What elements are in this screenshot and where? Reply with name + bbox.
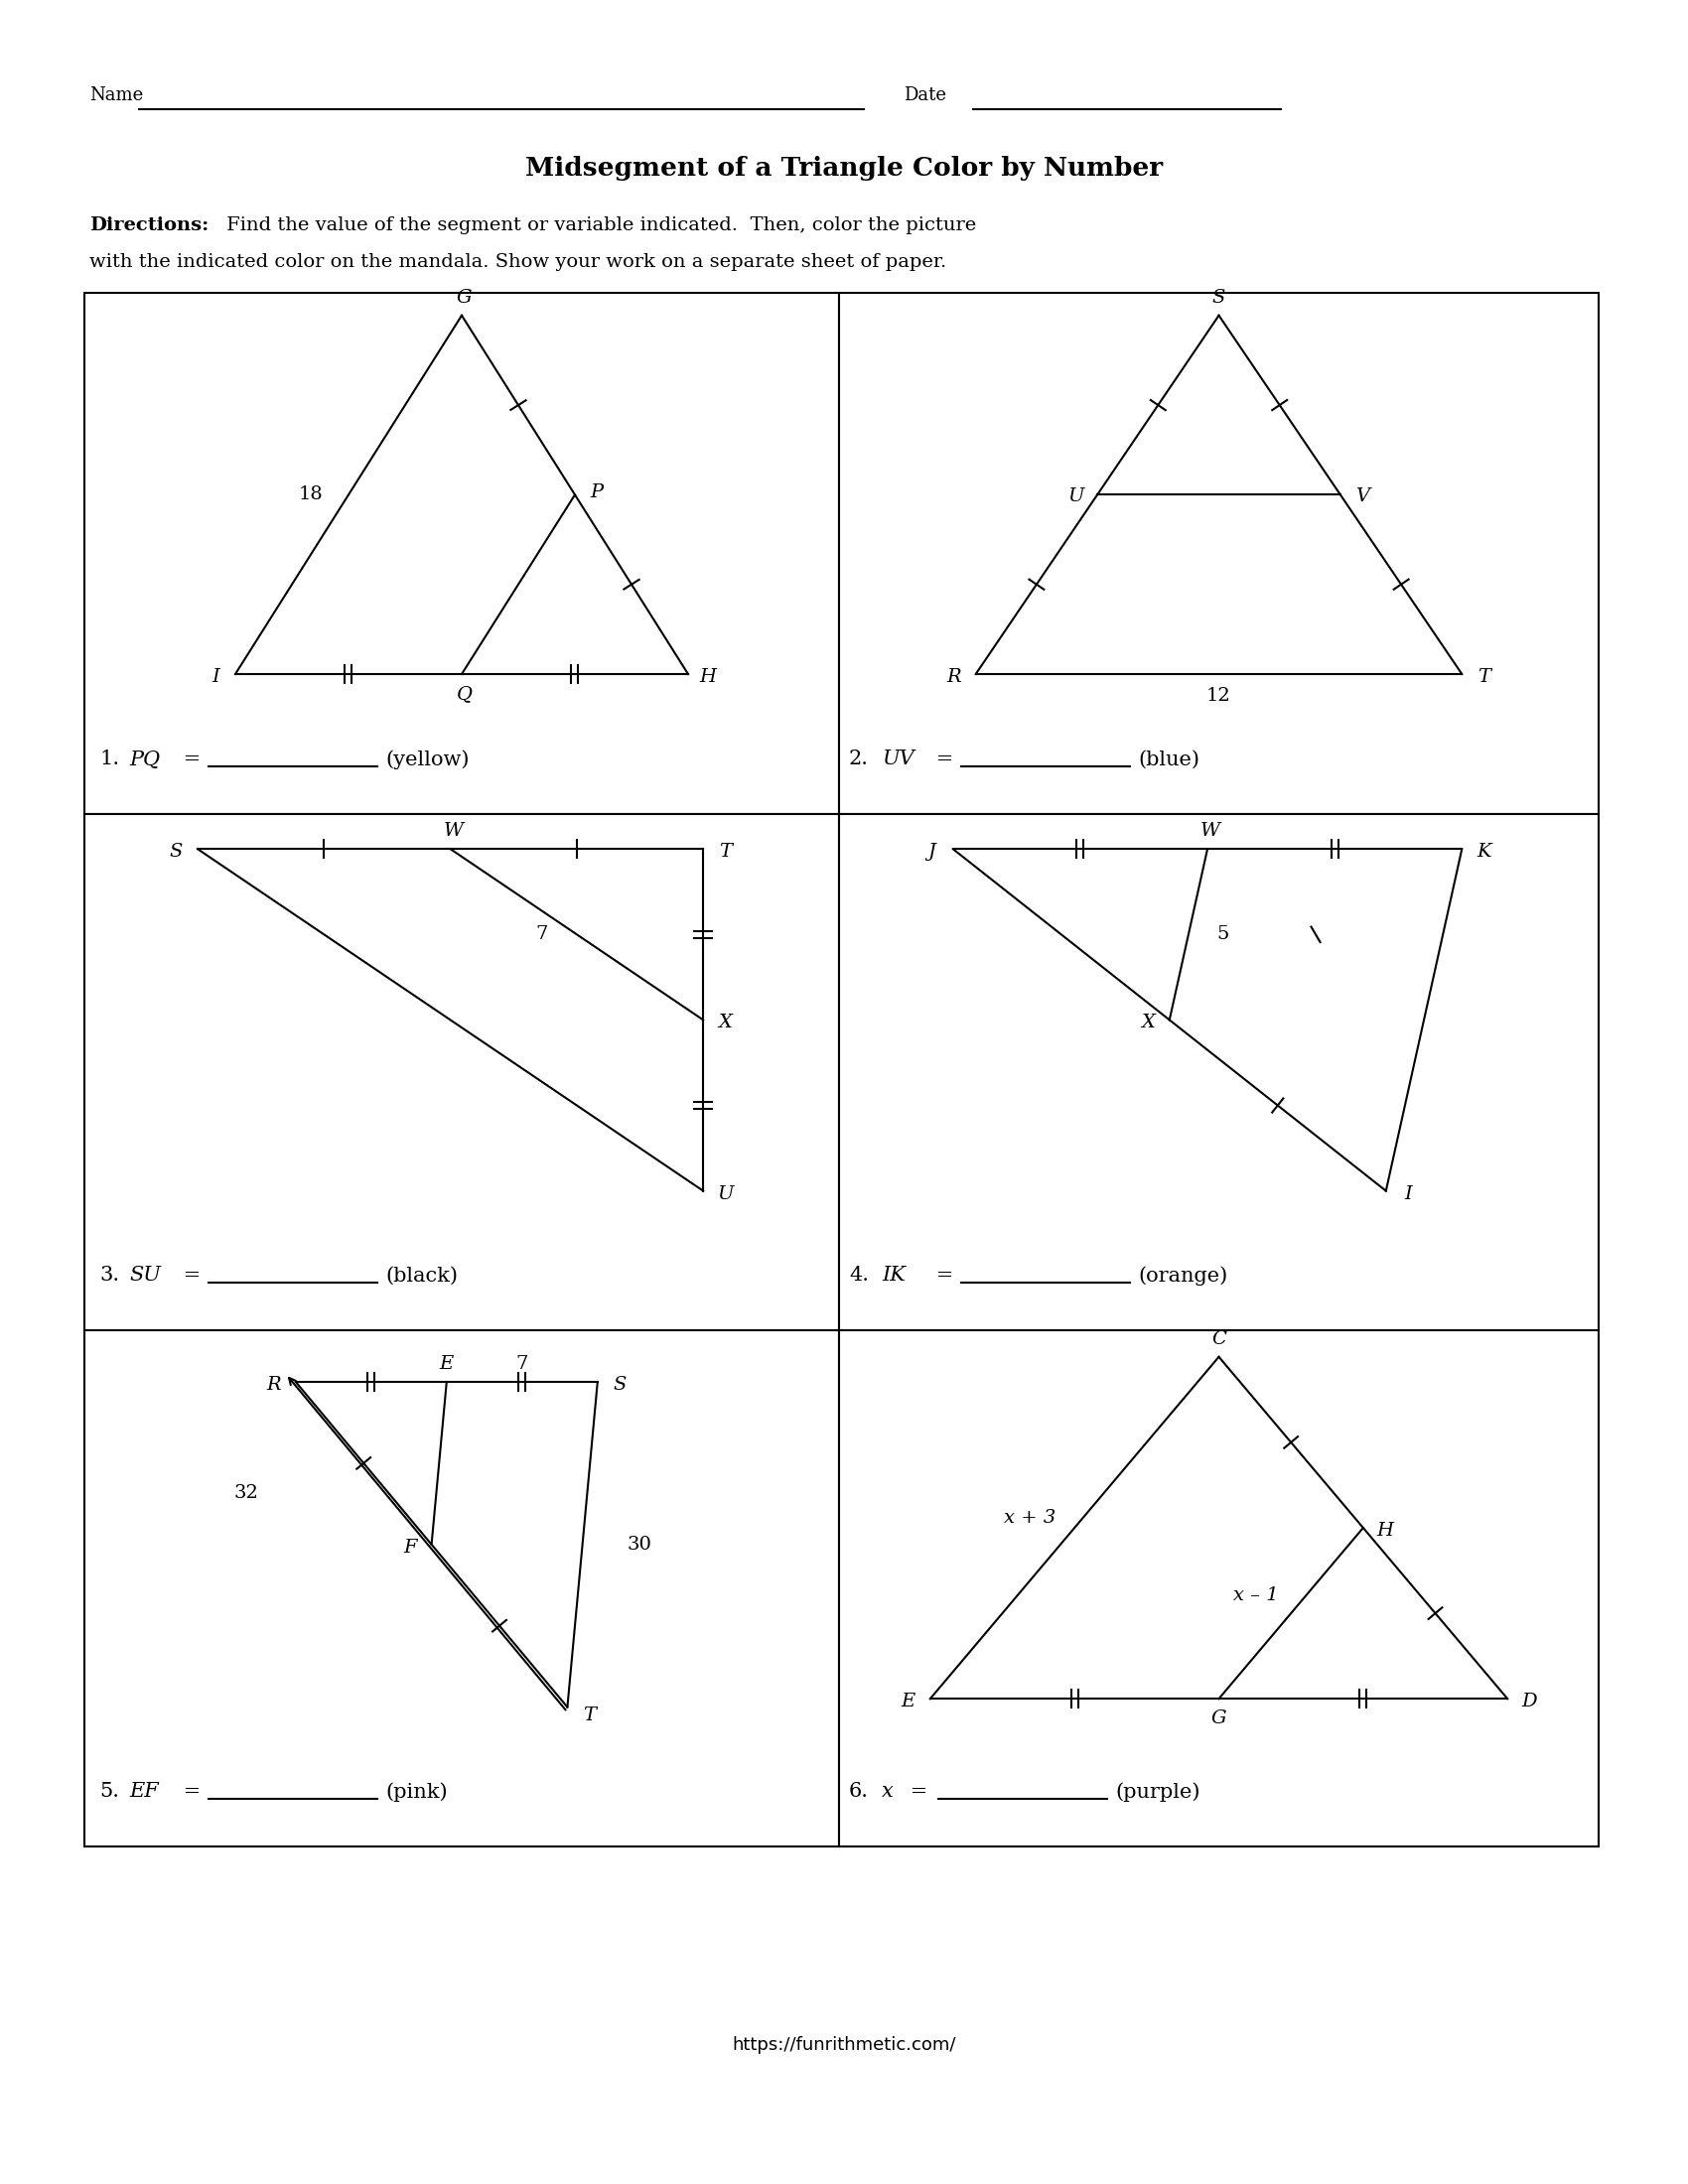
Text: W: W	[444, 821, 463, 841]
Text: (blue): (blue)	[1138, 749, 1200, 769]
Text: Find the value of the segment or variable indicated.  Then, color the picture: Find the value of the segment or variabl…	[221, 216, 976, 234]
Text: X: X	[717, 1013, 733, 1031]
Bar	[839, 1330, 1599, 1845]
Text: Directions:: Directions:	[89, 216, 209, 234]
Text: 2.: 2.	[849, 749, 869, 769]
Text: U: U	[717, 1186, 733, 1203]
Text: 5: 5	[1217, 926, 1229, 943]
Text: I: I	[211, 668, 219, 686]
Text: =: =	[903, 1782, 928, 1802]
Text: R: R	[947, 668, 960, 686]
Text: H: H	[1376, 1522, 1393, 1540]
Text: (yellow): (yellow)	[385, 749, 469, 769]
Text: S: S	[169, 843, 182, 860]
Text: G: G	[1210, 1710, 1227, 1728]
Text: =: =	[930, 749, 954, 769]
Text: 4.: 4.	[849, 1267, 869, 1284]
Text: 1.: 1.	[100, 749, 120, 769]
Text: T: T	[1477, 668, 1491, 686]
Text: with the indicated color on the mandala. Show your work on a separate sheet of p: with the indicated color on the mandala.…	[89, 253, 947, 271]
Text: U: U	[1067, 487, 1084, 507]
Text: E: E	[901, 1693, 915, 1710]
Text: W: W	[1200, 821, 1220, 841]
Text: 7: 7	[535, 926, 549, 943]
Text: (black): (black)	[385, 1267, 457, 1284]
Text: 6.: 6.	[849, 1782, 869, 1802]
Text: T: T	[582, 1706, 596, 1723]
Text: V: V	[1355, 487, 1369, 507]
Text: (purple): (purple)	[1116, 1782, 1200, 1802]
Text: EF: EF	[128, 1782, 159, 1802]
Text: S: S	[613, 1376, 626, 1393]
Bar	[84, 1330, 839, 1845]
Text: Midsegment of a Triangle Color by Number: Midsegment of a Triangle Color by Number	[525, 157, 1163, 181]
Text: X: X	[1141, 1013, 1155, 1031]
Text: H: H	[699, 668, 716, 686]
Text: Date: Date	[903, 87, 947, 105]
Text: (orange): (orange)	[1138, 1267, 1227, 1286]
Text: E: E	[439, 1354, 454, 1374]
Text: S: S	[1212, 288, 1225, 306]
Bar	[839, 815, 1599, 1330]
Text: x + 3: x + 3	[1004, 1509, 1055, 1527]
Text: x – 1: x – 1	[1234, 1586, 1280, 1605]
Text: UV: UV	[881, 749, 915, 769]
Text: x: x	[881, 1782, 893, 1802]
Text: K: K	[1477, 843, 1491, 860]
Text: 30: 30	[626, 1535, 652, 1553]
Text: Name: Name	[89, 87, 143, 105]
Text: I: I	[1404, 1186, 1411, 1203]
Text: T: T	[719, 843, 731, 860]
Text: 5.: 5.	[100, 1782, 120, 1802]
Text: =: =	[930, 1267, 954, 1284]
Text: R: R	[267, 1376, 282, 1393]
Text: C: C	[1212, 1330, 1225, 1348]
Text: IK: IK	[881, 1267, 905, 1284]
Text: 18: 18	[299, 485, 322, 505]
Text: 32: 32	[233, 1485, 258, 1503]
Text: 12: 12	[1207, 688, 1231, 705]
Text: D: D	[1521, 1693, 1538, 1710]
Text: Q: Q	[457, 686, 473, 703]
Text: 7: 7	[517, 1354, 528, 1374]
Text: SU: SU	[128, 1267, 160, 1284]
Text: P: P	[591, 485, 603, 502]
Bar	[839, 293, 1599, 815]
Text: PQ: PQ	[128, 749, 160, 769]
Text: G: G	[456, 288, 471, 306]
Text: =: =	[177, 1782, 201, 1802]
Text: F: F	[403, 1538, 417, 1557]
Text: 3.: 3.	[100, 1267, 120, 1284]
Text: https://funrithmetic.com/: https://funrithmetic.com/	[733, 2035, 955, 2053]
Text: =: =	[177, 1267, 201, 1284]
Bar	[84, 293, 839, 815]
Bar	[84, 815, 839, 1330]
Text: (pink): (pink)	[385, 1782, 447, 1802]
Text: J: J	[927, 843, 935, 860]
Text: =: =	[177, 749, 201, 769]
